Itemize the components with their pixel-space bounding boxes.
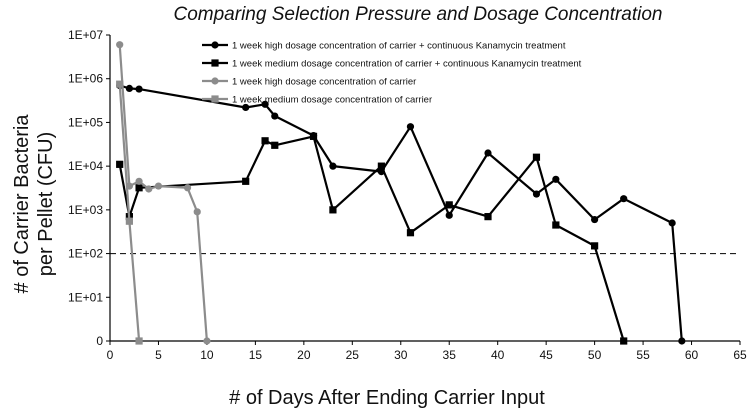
data-point: [532, 153, 541, 161]
legend-label: 1 week medium dosage concentration of ca…: [232, 59, 582, 70]
legend-item: 1 week high dosage concentration of carr…: [202, 41, 566, 52]
series-2-line: [118, 135, 625, 342]
data-point: [116, 80, 124, 88]
data-point: [261, 137, 269, 145]
data-point: [242, 177, 250, 185]
x-tick-label: 60: [685, 348, 699, 362]
legend-marker: [211, 95, 219, 103]
x-tick-label: 15: [249, 348, 263, 362]
x-tick-label: 40: [491, 348, 505, 362]
data-point: [135, 85, 143, 93]
data-point: [406, 229, 415, 237]
x-tick-label: 65: [733, 348, 747, 362]
legend: 1 week high dosage concentration of carr…: [202, 41, 582, 106]
data-point: [532, 190, 541, 198]
data-point: [116, 41, 124, 49]
legend-label: 1 week high dosage concentration of carr…: [232, 77, 416, 88]
series-4: [116, 80, 143, 345]
data-point: [261, 100, 269, 108]
y-tick-label: 1E+07: [68, 28, 103, 42]
x-tick-label: 20: [297, 348, 311, 362]
y-tick-label: 0: [96, 334, 103, 348]
series-1: [116, 81, 686, 345]
x-axis-label: # of Days After Ending Carrier Input: [229, 387, 545, 409]
data-point: [552, 175, 560, 183]
x-tick-label: 0: [107, 348, 114, 362]
chart-title: Comparing Selection Pressure and Dosage …: [174, 4, 663, 25]
data-point: [242, 103, 250, 112]
data-point: [135, 337, 143, 345]
legend-label: 1 week high dosage concentration of carr…: [232, 41, 566, 52]
legend-marker: [211, 41, 219, 49]
x-tick-label: 45: [539, 348, 553, 362]
data-point: [329, 206, 337, 214]
data-point: [135, 177, 143, 185]
data-point: [145, 185, 153, 193]
y-tick-label: 1E+05: [68, 115, 103, 129]
data-point: [271, 112, 279, 120]
data-point: [406, 123, 415, 131]
data-point: [125, 217, 133, 225]
y-axis-label-line1: # of Carrier Bacteria: [11, 114, 33, 294]
data-point: [135, 184, 143, 192]
data-point: [445, 211, 453, 219]
series-1-line: [119, 84, 683, 342]
series-4-line: [118, 84, 141, 342]
data-point: [309, 132, 318, 140]
data-point: [552, 221, 560, 229]
series-layer: [116, 41, 686, 345]
x-tick-label: 35: [443, 348, 457, 362]
x-tick-label: 30: [394, 348, 408, 362]
data-point: [193, 208, 201, 216]
legend-item: 1 week medium dosage concentration of ca…: [202, 59, 582, 70]
y-tick-label: 1E+03: [68, 203, 103, 217]
x-tick-label: 50: [588, 348, 602, 362]
legend-label: 1 week medium dosage concentration of ca…: [232, 95, 432, 106]
data-point: [678, 337, 686, 345]
y-tick-label: 1E+02: [68, 247, 103, 261]
legend-item: 1 week high dosage concentration of carr…: [202, 77, 416, 88]
legend-marker: [211, 59, 219, 67]
data-point: [484, 149, 492, 157]
series-2: [116, 132, 628, 345]
data-point: [484, 213, 492, 221]
data-point: [271, 141, 279, 149]
x-tick-label: 5: [155, 348, 162, 362]
y-axis-label-line2: per Pellet (CFU): [35, 132, 57, 276]
y-tick-label: 1E+06: [68, 72, 103, 86]
axes: 0 1E+01 1E+02 1E+03 1E+04 1E+05 1E+06 1E+07 0 5 10…: [68, 28, 747, 362]
data-point: [183, 184, 192, 192]
data-point: [377, 162, 385, 170]
legend-item: 1 week medium dosage concentration of ca…: [202, 95, 432, 106]
x-tick-label: 55: [636, 348, 650, 362]
data-point: [203, 337, 211, 345]
data-point: [591, 242, 599, 250]
data-point: [116, 160, 124, 168]
y-axis-label: # of Carrier Bacteria per Pellet (CFU): [11, 114, 57, 294]
data-point: [620, 337, 628, 345]
data-point: [591, 215, 599, 224]
data-point: [445, 201, 453, 209]
data-point: [620, 195, 628, 203]
y-tick-label: 1E+01: [68, 290, 103, 304]
x-tick-label: 10: [200, 348, 214, 362]
data-point: [668, 219, 676, 227]
legend-marker: [211, 77, 219, 85]
x-tick-label: 25: [346, 348, 360, 362]
data-point: [329, 162, 337, 170]
y-tick-label: 1E+04: [68, 159, 103, 173]
data-point: [154, 182, 163, 190]
data-point: [125, 84, 133, 93]
